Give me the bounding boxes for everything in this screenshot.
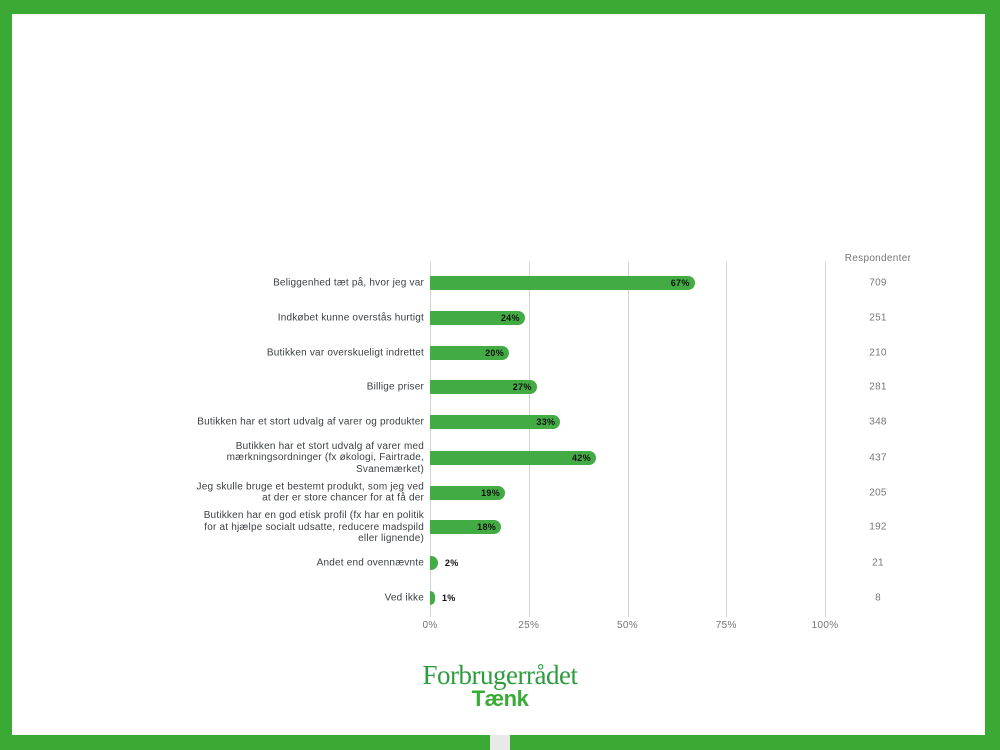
category-label: Andet end ovennævnte xyxy=(134,557,424,569)
bar xyxy=(430,311,525,325)
category-label-line: eller lignende) xyxy=(358,532,424,544)
respondents-value: 8 xyxy=(875,592,881,603)
bar-value-label: 24% xyxy=(500,313,520,323)
gridline-50% xyxy=(627,262,629,617)
respondents-column-header: Respondenter xyxy=(844,253,912,264)
category-label-line: Butikken har en god etisk profil (fx har… xyxy=(203,509,424,521)
bar-value-label: 42% xyxy=(571,452,591,463)
respondents-value: 210 xyxy=(869,347,887,358)
category-label: Butikken var overskueligt indrettet xyxy=(134,347,424,359)
respondents-value: 21 xyxy=(872,557,884,568)
bar xyxy=(430,380,537,394)
category-label-line: Andet end ovennævnte xyxy=(316,556,424,568)
logo: Forbrugerrådet Tænk xyxy=(350,660,650,711)
x-tick-label: 50% xyxy=(617,620,638,631)
bar-value-label: 20% xyxy=(485,347,504,358)
respondents-value: 192 xyxy=(869,521,887,533)
bar-value-label: 18% xyxy=(477,522,497,532)
gridline-100% xyxy=(825,262,826,617)
x-tick-label: 100% xyxy=(811,620,839,631)
bar xyxy=(430,415,561,429)
respondents-value: 281 xyxy=(869,381,887,393)
x-tick-label: 75% xyxy=(715,620,737,631)
bar-value-label: 19% xyxy=(481,487,501,498)
category-label-line: for at hjælpe socialt udsatte, reducere … xyxy=(204,521,424,533)
category-label: Ved ikke xyxy=(134,592,424,604)
category-label-line: Jeg skulle bruge et bestemt produkt, som… xyxy=(196,481,424,492)
bar xyxy=(430,450,596,465)
gridline-75% xyxy=(726,262,728,617)
bar xyxy=(430,520,502,534)
bar-value-label: 2% xyxy=(444,557,459,568)
respondents-value: 437 xyxy=(869,452,887,463)
category-label-line: Butikken var overskueligt indrettet xyxy=(266,346,424,358)
category-label-line: Butikken har et stort udvalg af varer me… xyxy=(235,440,424,452)
category-label: Butikken har en god etisk profil (fx har… xyxy=(134,510,424,545)
category-label-line: Beliggenhed tæt på, hvor jeg var xyxy=(273,277,424,289)
category-label-line: at der er store chancer for at få der xyxy=(262,492,424,504)
category-label-line: Svanemærket) xyxy=(356,463,424,475)
logo-wordmark-forbrugerraadet: Forbrugerrådet xyxy=(422,660,578,690)
bar-value-label: 27% xyxy=(512,382,532,392)
category-label: Butikken har et stort udvalg af varer me… xyxy=(134,440,424,475)
category-label: Billige priser xyxy=(134,381,424,393)
bar-value-label: 33% xyxy=(536,417,556,427)
gridline-25% xyxy=(528,262,530,617)
gridline-0% xyxy=(430,262,431,617)
bar xyxy=(430,555,438,570)
respondents-value: 251 xyxy=(869,312,887,324)
category-label: Butikken har et stort udvalg af varer og… xyxy=(134,416,424,428)
bar xyxy=(430,590,435,605)
respondents-value: 348 xyxy=(869,416,887,428)
respondents-value: 709 xyxy=(869,277,887,289)
category-label-line: Indkøbet kunne overstås hurtigt xyxy=(277,312,424,324)
category-label: Indkøbet kunne overstås hurtigt xyxy=(134,312,424,324)
bar-value-label: 67% xyxy=(670,278,690,288)
bar xyxy=(430,276,695,290)
category-label-line: mærkningsordninger (fx økologi, Fairtrad… xyxy=(226,451,424,463)
logo-wordmark-taenk: Tænk xyxy=(471,686,529,711)
bar xyxy=(430,485,506,500)
bar-value-label: 1% xyxy=(442,592,456,603)
category-label-line: Ved ikke xyxy=(384,591,424,603)
category-label-line: Butikken har et stort udvalg af varer og… xyxy=(197,416,424,428)
respondents-value: 205 xyxy=(869,487,887,498)
category-label: Beliggenhed tæt på, hvor jeg var xyxy=(134,277,424,289)
bar xyxy=(430,345,509,360)
category-label: Jeg skulle bruge et bestemt produkt, som… xyxy=(134,481,424,504)
slide-page: Respondenter 0% 25% 50% 75% 100% Beliggenhed … xyxy=(12,14,985,735)
x-tick-label: 0% xyxy=(422,620,438,631)
bottom-notch xyxy=(490,735,510,750)
category-label-line: Billige priser xyxy=(366,381,424,393)
x-tick-label: 25% xyxy=(518,620,540,631)
